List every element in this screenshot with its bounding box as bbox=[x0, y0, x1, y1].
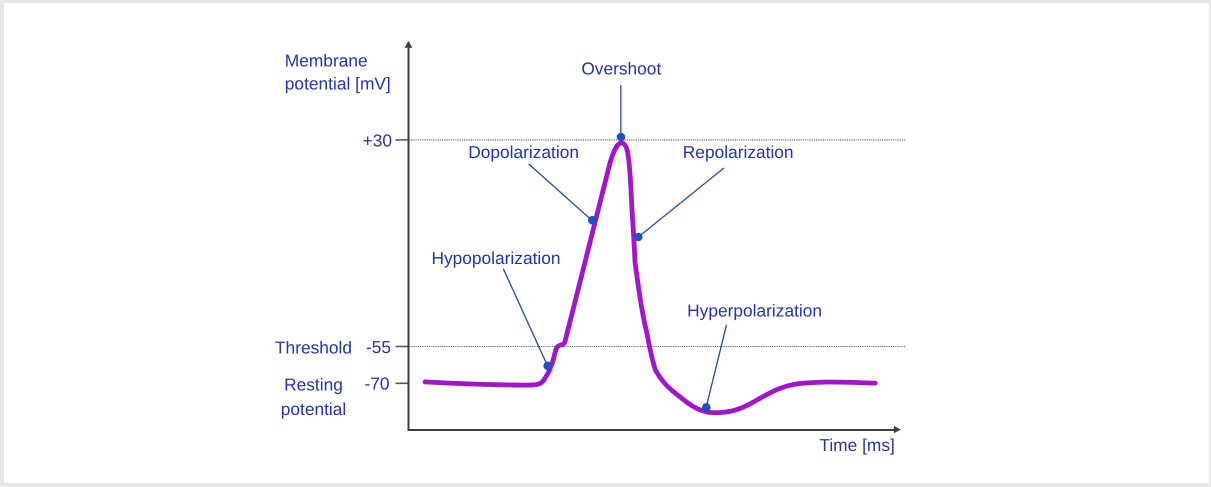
svg-text:Repolarization: Repolarization bbox=[683, 142, 794, 162]
svg-text:Overshoot: Overshoot bbox=[581, 59, 661, 79]
svg-text:Hyperpolarization: Hyperpolarization bbox=[687, 301, 822, 321]
svg-text:Threshold: Threshold bbox=[275, 338, 352, 358]
svg-text:Time [ms]: Time [ms] bbox=[819, 435, 894, 455]
svg-text:-70: -70 bbox=[364, 374, 389, 394]
svg-text:-55: -55 bbox=[366, 337, 391, 357]
svg-text:Dopolarization: Dopolarization bbox=[468, 142, 579, 162]
svg-text:Hypopolarization: Hypopolarization bbox=[431, 248, 560, 268]
svg-text:+30: +30 bbox=[363, 131, 392, 151]
svg-text:Membrane: Membrane bbox=[285, 51, 368, 71]
svg-text:potential [mV]: potential [mV] bbox=[285, 74, 391, 94]
svg-text:Resting: Resting bbox=[284, 375, 343, 395]
svg-text:potential: potential bbox=[281, 399, 347, 419]
